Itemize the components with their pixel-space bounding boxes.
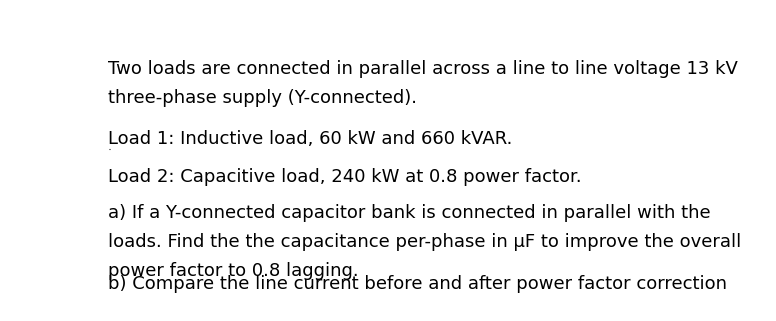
Text: loads. Find the the capacitance per-phase in μF to improve the overall: loads. Find the the capacitance per-phas… xyxy=(108,233,741,251)
Text: Load 2: Capacitive load, 240 kW at 0.8 power factor.: Load 2: Capacitive load, 240 kW at 0.8 p… xyxy=(108,168,581,186)
Text: power factor to 0.8 lagging.: power factor to 0.8 lagging. xyxy=(108,263,359,281)
Text: a) If a Y-connected capacitor bank is connected in parallel with the: a) If a Y-connected capacitor bank is co… xyxy=(108,204,711,222)
Text: Two loads are connected in parallel across a line to line voltage 13 kV: Two loads are connected in parallel acro… xyxy=(108,59,738,78)
Text: Load 1: Inductive load, 60 kW and 660 kVAR.: Load 1: Inductive load, 60 kW and 660 kV… xyxy=(108,130,512,148)
Text: three-phase supply (Y-connected).: three-phase supply (Y-connected). xyxy=(108,89,417,107)
Text: b) Compare the line current before and after power factor correction: b) Compare the line current before and a… xyxy=(108,274,727,292)
